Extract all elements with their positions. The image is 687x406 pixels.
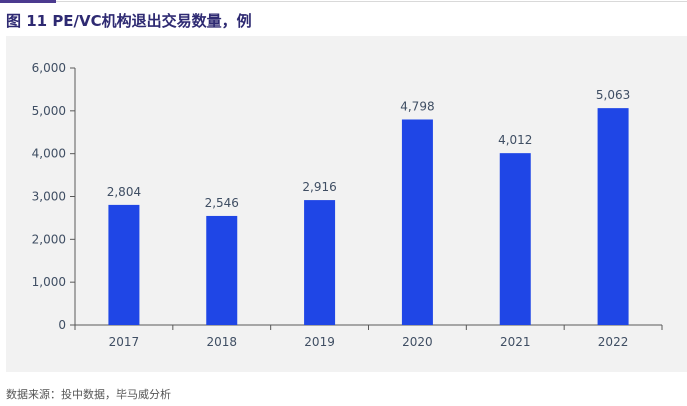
y-tick-label: 4,000 — [32, 147, 66, 161]
bar — [499, 153, 531, 325]
y-tick-label: 6,000 — [32, 61, 66, 75]
x-axis: 2017 2018 2019 2020 2021 2022 — [74, 324, 663, 349]
y-tick-label: 2,000 — [32, 232, 66, 246]
bar-value-label: 4,798 — [400, 99, 434, 113]
bar-value-label: 2,916 — [302, 180, 336, 194]
x-tick-label: 2021 — [500, 335, 531, 349]
figure-title: 图 11 PE/VC机构退出交易数量，例 — [6, 12, 252, 30]
y-tick-label: 5,000 — [32, 104, 66, 118]
bar — [206, 215, 238, 325]
x-tick-label: 2018 — [206, 335, 237, 349]
y-axis: 0 1,000 2,000 3,000 4,000 5,000 6,000 — [32, 61, 76, 332]
source-note: 数据来源：投中数据，毕马威分析 — [6, 388, 171, 401]
bar — [597, 108, 629, 326]
bar-value-label: 2,804 — [107, 185, 141, 199]
y-tick-label: 1,000 — [32, 275, 66, 289]
bar-series — [108, 108, 629, 326]
bar-value-label: 4,012 — [498, 133, 532, 147]
y-tick-label: 3,000 — [32, 190, 66, 204]
x-tick-label: 2020 — [402, 335, 433, 349]
bar-value-label: 5,063 — [596, 88, 630, 102]
bar-value-label: 2,546 — [205, 196, 239, 210]
header-rule — [56, 1, 687, 2]
x-tick-label: 2022 — [598, 335, 629, 349]
bar — [108, 204, 140, 325]
header-accent-bar — [0, 0, 56, 3]
y-tick-label: 0 — [58, 318, 66, 332]
x-tick-label: 2019 — [304, 335, 335, 349]
bar — [304, 200, 336, 325]
data-labels: 2,804 2,546 2,916 4,798 4,012 5,063 — [107, 88, 631, 210]
bar — [401, 119, 433, 326]
x-tick-label: 2017 — [109, 335, 140, 349]
